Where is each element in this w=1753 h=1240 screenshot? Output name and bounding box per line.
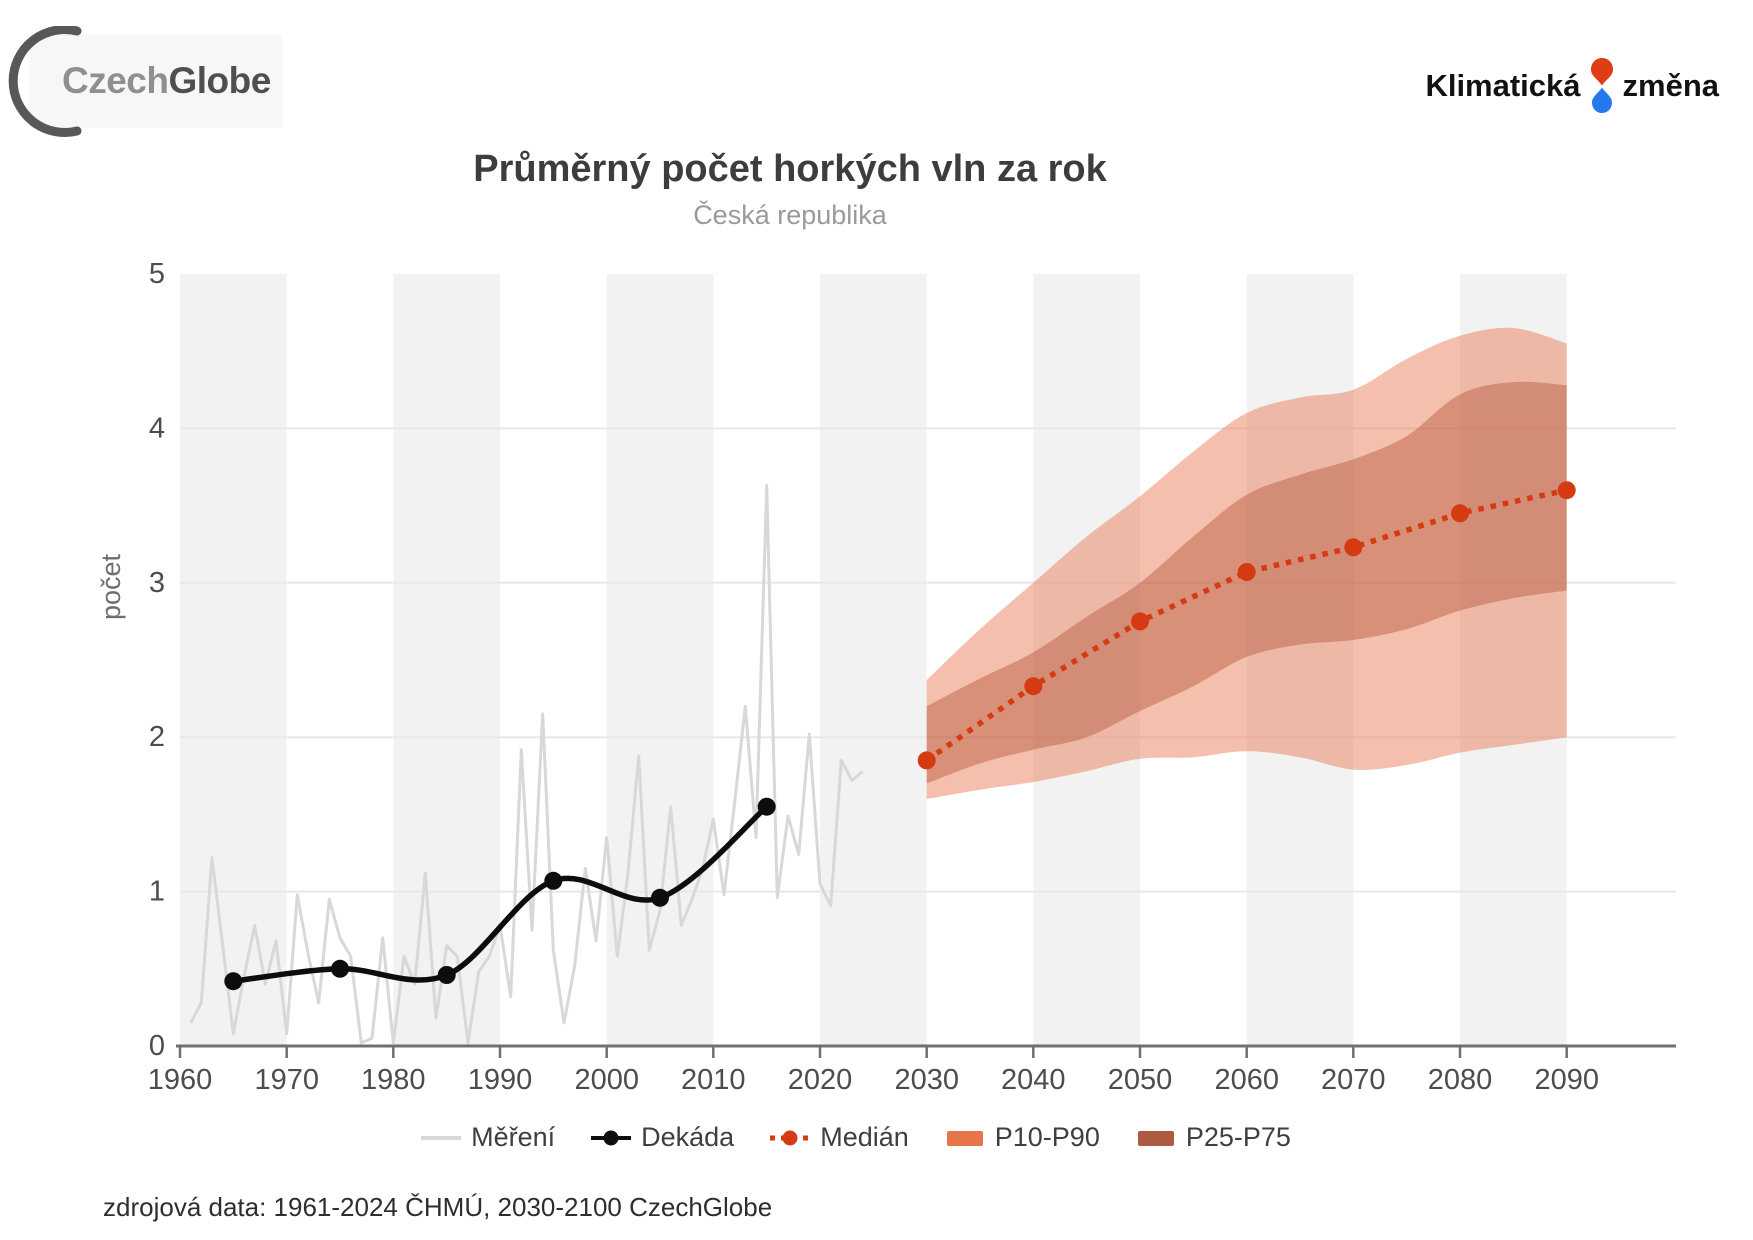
svg-text:1970: 1970 <box>254 1064 319 1096</box>
legend-label: P25-P75 <box>1185 1122 1291 1152</box>
legend-item-p25-p75[interactable]: P25-P75 <box>1134 1122 1291 1153</box>
legend-item-m-en-[interactable]: Měření <box>419 1122 555 1153</box>
legend-item-p10-p90[interactable]: P10-P90 <box>943 1122 1100 1153</box>
czechglobe-word-czech: Czech <box>62 60 169 101</box>
svg-text:2000: 2000 <box>574 1064 639 1096</box>
legend-label: Měření <box>471 1122 556 1152</box>
svg-text:2030: 2030 <box>894 1064 959 1096</box>
czechglobe-word-globe: Globe <box>168 60 271 101</box>
band-P25-P75 <box>926 381 1567 784</box>
gridlines <box>180 427 1676 893</box>
median-dots <box>917 481 1576 770</box>
svg-text:2050: 2050 <box>1108 1064 1173 1096</box>
svg-text:1980: 1980 <box>361 1064 426 1096</box>
source-note: zdrojová data: 1961-2024 ČHMÚ, 2030-2100… <box>103 1192 773 1222</box>
svg-text:2090: 2090 <box>1534 1064 1599 1096</box>
klimaticka-drops-icon <box>1590 58 1613 113</box>
legend-label: P10-P90 <box>994 1122 1100 1152</box>
swatch-p25-icon <box>1137 1130 1174 1146</box>
chart-legend: Měření Dekáda Medián P10-P90 P25-P75 <box>0 1122 1710 1153</box>
svg-text:2040: 2040 <box>1001 1064 1066 1096</box>
svg-text:2070: 2070 <box>1321 1064 1386 1096</box>
zmena-word: změna <box>1622 68 1719 103</box>
legend-label: Dekáda <box>641 1122 735 1152</box>
dotted-dot-icon <box>770 1130 811 1145</box>
legend-label: Medián <box>820 1122 909 1152</box>
svg-text:5: 5 <box>149 258 165 290</box>
svg-text:2020: 2020 <box>788 1064 853 1096</box>
svg-text:0: 0 <box>149 1030 165 1062</box>
dekada-dots <box>224 797 776 991</box>
svg-text:1990: 1990 <box>468 1064 533 1096</box>
svg-text:2010: 2010 <box>681 1064 746 1096</box>
y-axis-title: počet <box>96 553 126 620</box>
x-axis-labels: 1960 1970 1980 1990 2000 2010 2020 2030 2040 2050… <box>148 1064 1599 1096</box>
chart-subtitle: Česká republika <box>693 200 887 230</box>
czechglobe-logo <box>8 26 282 137</box>
czechglobe-crescent-icon <box>8 26 82 137</box>
chart-title: Průměrný počet horkých vln za rok <box>473 148 1107 190</box>
svg-text:2: 2 <box>149 721 165 753</box>
svg-text:2080: 2080 <box>1428 1064 1493 1096</box>
czechglobe-wordmark: CzechGlobe <box>62 60 271 102</box>
svg-text:4: 4 <box>149 412 165 444</box>
legend-item-dek-da[interactable]: Dekáda <box>589 1122 734 1153</box>
svg-text:3: 3 <box>149 567 165 599</box>
svg-text:1960: 1960 <box>148 1064 213 1096</box>
legend-item-medi-n[interactable]: Medián <box>768 1122 909 1153</box>
line-dot-icon <box>591 1130 632 1145</box>
klimaticka-zmena-logo: Klimatická změna <box>1425 58 1719 114</box>
swatch-p10-icon <box>946 1130 983 1146</box>
x-axis-ticks <box>178 1046 1568 1058</box>
y-axis-labels: 0 1 2 3 4 5 <box>149 258 165 1062</box>
series-mereni <box>189 484 864 1045</box>
klimaticka-word: Klimatická <box>1425 68 1581 103</box>
svg-text:1: 1 <box>149 876 165 908</box>
decade-stripes <box>180 274 1567 1046</box>
line-icon <box>421 1135 462 1140</box>
svg-text:2060: 2060 <box>1214 1064 1279 1096</box>
